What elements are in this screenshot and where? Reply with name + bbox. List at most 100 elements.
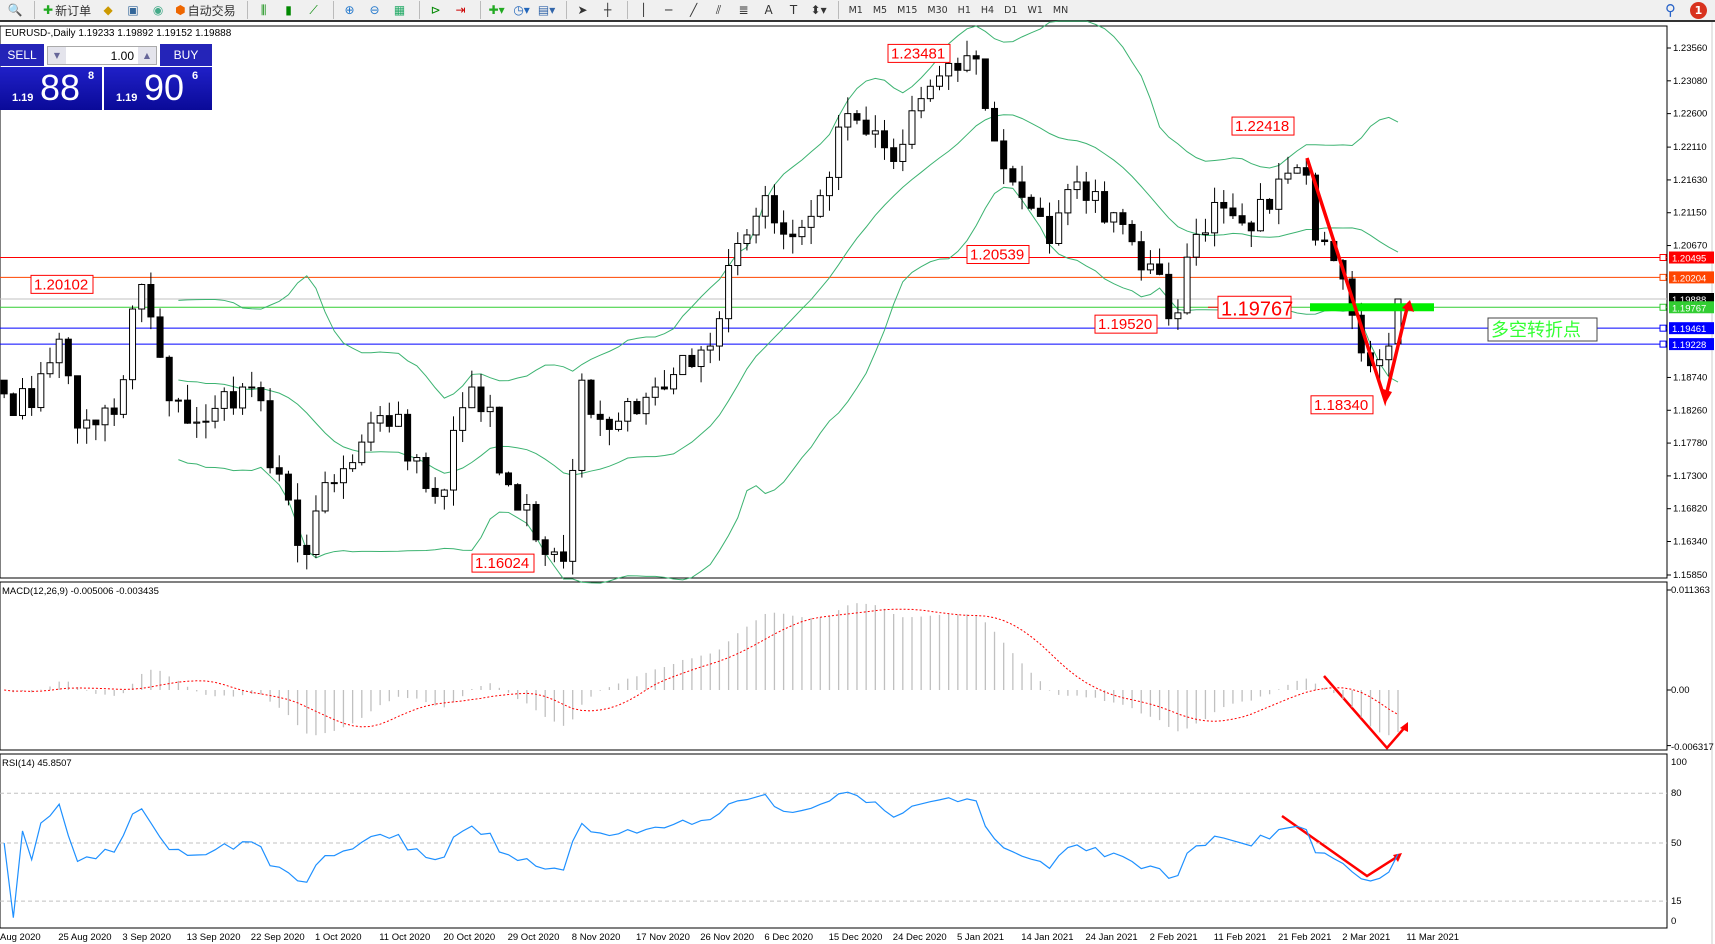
candle-body xyxy=(569,469,577,562)
candle-body xyxy=(780,222,788,235)
date-label: 11 Feb 2021 xyxy=(1214,932,1267,943)
candle-body xyxy=(853,113,861,121)
zoom-in-icon[interactable]: ⊕ xyxy=(344,3,355,17)
horizontal-line-icon[interactable]: ─ xyxy=(664,3,673,17)
new-order-button[interactable]: ✚ 新订单 xyxy=(40,0,94,20)
candle xyxy=(1165,262,1173,326)
candle-body xyxy=(1091,191,1099,201)
candle xyxy=(64,337,72,385)
date-label: 22 Sep 2020 xyxy=(251,932,305,943)
candle-body xyxy=(193,421,201,424)
candle-body xyxy=(734,242,742,267)
candle-body xyxy=(936,75,943,87)
candle-body xyxy=(1220,201,1228,209)
price-tick-label: 1.16340 xyxy=(1673,537,1707,548)
date-label: 13 Sep 2020 xyxy=(187,932,241,943)
candle-body xyxy=(385,415,393,427)
candle-body xyxy=(651,386,659,398)
candle xyxy=(1064,183,1072,226)
candle xyxy=(807,199,815,245)
fibonacci-icon[interactable]: ≣ xyxy=(738,3,749,17)
candle xyxy=(816,189,824,218)
candle-body xyxy=(1247,222,1255,232)
lot-size-value[interactable]: 1.00 xyxy=(110,48,134,63)
crosshair-icon[interactable]: ┼ xyxy=(603,3,612,17)
zoom-out-icon[interactable]: ⊖ xyxy=(369,3,380,17)
auto-trading-button[interactable]: ⬢ 自动交易 xyxy=(172,0,239,20)
line-chart-icon[interactable]: ⟋ xyxy=(309,2,318,17)
zoom-fit-icon[interactable]: 🔍 xyxy=(7,3,23,17)
market-watch-icon[interactable]: ◆ xyxy=(103,3,113,17)
candle xyxy=(110,398,118,426)
candle-body xyxy=(1183,256,1191,314)
candle-body xyxy=(9,393,17,417)
timeframe-m15[interactable]: M15 xyxy=(897,4,918,16)
notification-badge[interactable]: 1 xyxy=(1690,1,1707,19)
timeframe-m1[interactable]: M1 xyxy=(848,4,863,16)
arrows-icon[interactable]: ⬍▾ xyxy=(810,3,827,17)
timeframe-h1[interactable]: H1 xyxy=(957,4,971,16)
candle xyxy=(505,471,513,487)
arrowhead-icon xyxy=(1393,853,1402,862)
price-level-tag xyxy=(1669,271,1714,284)
periods-icon[interactable]: ◷▾ xyxy=(513,3,530,17)
candle xyxy=(1156,248,1164,276)
timeframe-d1[interactable]: D1 xyxy=(1004,4,1018,16)
candle xyxy=(1091,179,1099,213)
signals-icon[interactable]: ◉ xyxy=(152,3,164,17)
equidistant-channel-icon[interactable]: ⫽ xyxy=(715,2,722,17)
candle-body xyxy=(1293,167,1301,174)
cursor-icon[interactable]: ➤ xyxy=(577,3,588,17)
sell-button[interactable]: SELL xyxy=(0,44,44,66)
timeframe-h4[interactable]: H4 xyxy=(980,4,995,16)
candle xyxy=(880,119,888,160)
lot-increase-button[interactable]: ▲ xyxy=(138,47,156,64)
big-price-annotation: 1.19767 xyxy=(1221,298,1293,320)
candle-body xyxy=(752,215,760,236)
chart-title: EURUSD-,Daily 1.19233 1.19892 1.19152 1.… xyxy=(5,28,232,39)
candle-body xyxy=(1146,263,1154,271)
candle xyxy=(605,416,613,446)
candle-body xyxy=(55,338,63,364)
chart-shift-icon[interactable]: ⇥ xyxy=(455,3,466,17)
date-label: 25 Aug 2020 xyxy=(58,932,111,943)
trendline-icon[interactable]: ╱ xyxy=(689,3,698,17)
ask-price-button[interactable]: 1.19 90 6 xyxy=(104,67,212,110)
search-icon[interactable]: ⚲ xyxy=(1665,1,1676,19)
candle xyxy=(19,378,26,420)
lot-size-field[interactable]: ▼ 1.00 ▲ xyxy=(47,46,157,65)
bid-price-button[interactable]: 1.19 88 8 xyxy=(0,67,102,110)
bar-chart-icon[interactable]: ⫼ xyxy=(260,2,267,17)
candle-body xyxy=(1192,233,1200,258)
text-label-icon[interactable]: T xyxy=(789,3,798,17)
candle xyxy=(1183,243,1191,315)
timeframe-m5[interactable]: M5 xyxy=(872,4,888,16)
timeframe-w1[interactable]: W1 xyxy=(1027,4,1043,16)
candle-body xyxy=(679,354,687,376)
date-label: 11 Oct 2020 xyxy=(379,932,430,943)
date-label: 3 Sep 2020 xyxy=(122,932,171,943)
text-icon[interactable]: A xyxy=(764,3,773,17)
templates-icon[interactable]: ▤▾ xyxy=(537,3,556,17)
indicators-icon[interactable]: ✚▾ xyxy=(488,3,505,17)
candle xyxy=(926,79,934,102)
vertical-line-icon[interactable]: │ xyxy=(639,3,648,17)
candle xyxy=(339,455,347,499)
candle-body xyxy=(1119,212,1127,225)
autoscroll-icon[interactable]: ⊳ xyxy=(430,3,441,17)
tile-windows-icon[interactable]: ▦ xyxy=(393,3,406,17)
price-annotation: 1.20539 xyxy=(970,246,1024,263)
navigator-icon[interactable]: ▣ xyxy=(127,3,139,17)
candle-body xyxy=(220,391,228,409)
candle xyxy=(202,404,210,439)
candle-body xyxy=(92,419,100,426)
timeframe-mn[interactable]: MN xyxy=(1052,4,1069,16)
buy-button[interactable]: BUY xyxy=(160,44,212,66)
timeframe-m30[interactable]: M30 xyxy=(927,4,948,16)
candle-body xyxy=(871,130,879,135)
candlestick-icon[interactable]: ▮ xyxy=(285,3,292,17)
candle-body xyxy=(138,284,146,310)
divider xyxy=(418,1,420,19)
lot-decrease-button[interactable]: ▼ xyxy=(48,47,66,64)
